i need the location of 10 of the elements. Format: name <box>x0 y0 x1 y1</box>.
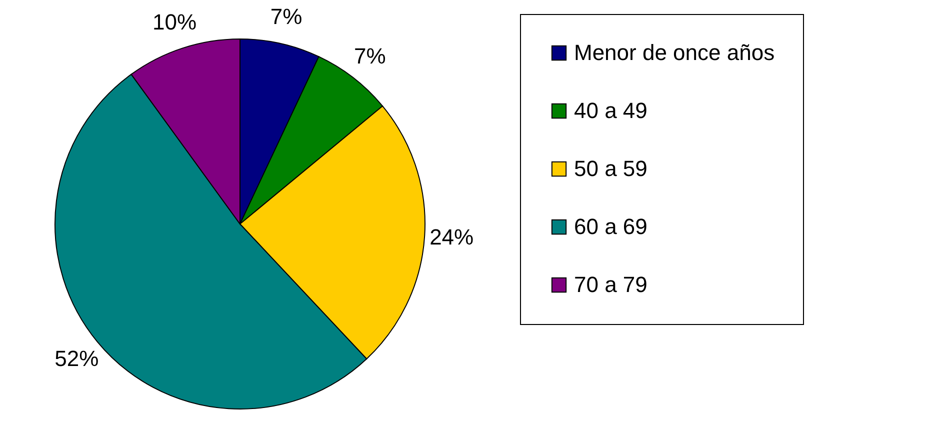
data-label: 24% <box>430 224 474 250</box>
legend-label: Menor de once años <box>574 40 775 65</box>
legend-label: 70 a 79 <box>574 272 648 297</box>
legend-label: 40 a 49 <box>574 98 648 123</box>
data-label: 52% <box>54 346 99 372</box>
legend-label: 60 a 69 <box>574 214 648 239</box>
data-label: 7% <box>354 43 386 68</box>
data-label: 10% <box>152 9 197 34</box>
data-label: 7% <box>270 4 302 30</box>
legend-label: 50 a 59 <box>574 156 648 181</box>
